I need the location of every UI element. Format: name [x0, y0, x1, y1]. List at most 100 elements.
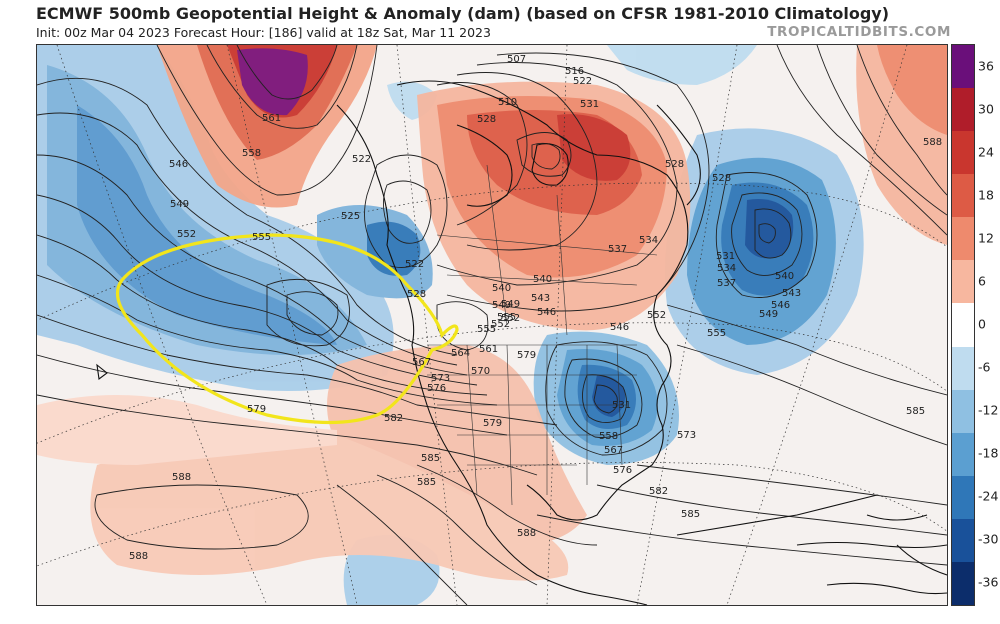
contour-label: 531: [580, 99, 599, 110]
colorbar-tick-label: -12: [978, 402, 999, 418]
contour-label: 522: [405, 259, 424, 270]
contour-label: 549: [501, 299, 520, 310]
contour-label: 537: [717, 278, 736, 289]
contour-label: 552: [491, 319, 510, 330]
contour-label: 573: [431, 373, 450, 384]
contour-label: 558: [242, 148, 261, 159]
contour-label: 588: [923, 137, 942, 148]
colorbar-tick-label: 18: [978, 187, 994, 203]
contour-label: 549: [170, 199, 189, 210]
contour-label: 540: [533, 274, 552, 285]
graticule: [37, 45, 947, 605]
contour-label: 585: [681, 509, 700, 520]
contour-label: 561: [262, 113, 281, 124]
contour-label: 543: [782, 288, 801, 299]
positive-anomaly-areas: [37, 45, 947, 581]
contour-label: 579: [247, 404, 266, 415]
colorbar-segment: [952, 303, 974, 348]
contour-label: 546: [169, 159, 188, 170]
contour-label: 585: [417, 477, 436, 488]
colorbar-segment: [952, 217, 974, 261]
contour-label: 534: [717, 263, 736, 274]
brand-watermark: TROPICALTIDBITS.COM: [767, 24, 951, 40]
contour-label: 522: [573, 76, 592, 87]
contour-label: 567: [412, 357, 431, 368]
contour-label: 573: [677, 430, 696, 441]
contour-label: 528: [665, 159, 684, 170]
colorbar-segment: [952, 174, 974, 218]
state-borders: [427, 164, 658, 506]
contour-label: 540: [775, 271, 794, 282]
contour-label: 576: [427, 383, 446, 394]
contour-label: 534: [639, 235, 658, 246]
colorbar-segment: [952, 432, 974, 477]
contour-label: 537: [608, 244, 627, 255]
colorbar-tick-label: 12: [978, 230, 994, 246]
height-anomaly-map: 507 516 522 531 510 528 528 561 558 546 549 552 555 5…: [36, 44, 948, 606]
colorbar-segment: [952, 346, 974, 391]
contour-label: 564: [451, 348, 470, 359]
contour-label: 588: [517, 528, 536, 539]
colorbar-tick-label: -24: [978, 488, 999, 504]
colorbar-segment: [952, 45, 974, 89]
contour-label: 507: [507, 54, 526, 65]
contour-label: 561: [479, 344, 498, 355]
contour-label: 528: [477, 114, 496, 125]
contour-label: 549: [759, 309, 778, 320]
anomaly-colorbar: [951, 44, 975, 606]
height-contours: [37, 45, 947, 605]
colorbar-segment: [952, 88, 974, 132]
contour-label: 555: [252, 232, 271, 243]
contour-label: 552: [501, 313, 520, 324]
contour-label: 552: [647, 310, 666, 321]
contour-label: 540: [492, 283, 511, 294]
contour-label: 549: [492, 300, 511, 311]
colorbar-tick-label: -6: [978, 359, 991, 375]
colorbar-ticks: 36 30 24 18 12 6 0 -6 -12 -18 -24 -30 -36: [978, 44, 1000, 604]
contour-label: 555: [477, 324, 496, 335]
colorbar-tick-label: 30: [978, 101, 994, 117]
colorbar-segment: [952, 131, 974, 175]
contour-label: 510: [498, 97, 517, 108]
colorbar-segment: [952, 260, 974, 304]
contour-label: 546: [537, 307, 556, 318]
contour-label: 528: [712, 173, 731, 184]
contour-label: 582: [384, 413, 403, 424]
contour-label: 585: [906, 406, 925, 417]
contour-label: 588: [129, 551, 148, 562]
colorbar-segment: [952, 518, 974, 563]
contour-label: 522: [352, 154, 371, 165]
contour-label: 555: [497, 312, 516, 323]
contour-label: 552: [177, 229, 196, 240]
highlight-ellipse: [115, 233, 459, 425]
colorbar-segment: [952, 475, 974, 520]
colorbar-tick-label: -18: [978, 445, 999, 461]
colorbar-tick-label: 24: [978, 144, 994, 160]
contour-label: 531: [716, 251, 735, 262]
contour-label: 570: [471, 366, 490, 377]
contour-label: 525: [341, 211, 360, 222]
contour-label: 531: [612, 400, 631, 411]
colorbar-tick-label: -36: [978, 574, 999, 590]
contour-label: 588: [172, 472, 191, 483]
colorbar-tick-label: 36: [978, 58, 994, 74]
colorbar-tick-label: -30: [978, 531, 999, 547]
colorbar-tick-label: 0: [978, 316, 986, 332]
contour-label: 579: [517, 350, 536, 361]
contour-label: 546: [771, 300, 790, 311]
contour-label: 546: [610, 322, 629, 333]
colorbar-tick-label: 6: [978, 273, 986, 289]
contour-label: 567: [604, 445, 623, 456]
chart-subtitle: Init: 00z Mar 04 2023 Forecast Hour: [18…: [36, 25, 491, 40]
contour-label: 528: [407, 289, 426, 300]
contour-label: 555: [707, 328, 726, 339]
contour-label: 543: [531, 293, 550, 304]
chart-title: ECMWF 500mb Geopotential Height & Anomal…: [36, 4, 890, 23]
contour-label: 579: [483, 418, 502, 429]
colorbar-segment: [952, 561, 974, 606]
coastlines-and-borders: [96, 80, 947, 605]
contour-label: 516: [565, 66, 584, 77]
contour-label: 582: [649, 486, 668, 497]
contour-label: 576: [613, 465, 632, 476]
